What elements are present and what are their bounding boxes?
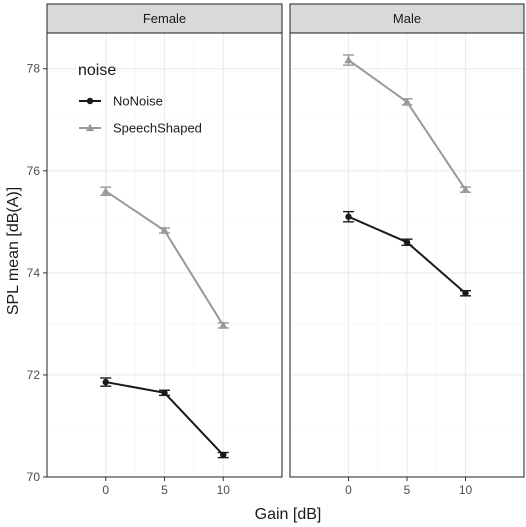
series-speechshaped (343, 54, 471, 193)
x-tick-label: 5 (404, 483, 411, 497)
x-tick-label: 0 (345, 483, 352, 497)
legend-entry-speechshaped: SpeechShaped (79, 121, 202, 136)
data-point (402, 97, 412, 106)
data-point (344, 55, 353, 64)
y-tick-label: 78 (27, 62, 41, 76)
y-axis-title: SPL mean [dB(A)] (5, 187, 22, 315)
facet-panels: Female 0 5 10 70 72 74 76 78 Male 0 5 10 (27, 3, 525, 497)
data-point (220, 451, 227, 459)
x-tick-label: 5 (161, 483, 168, 497)
data-point (345, 213, 352, 220)
series-speechshaped (100, 186, 229, 329)
facet-panel-male: Male 0 5 10 (289, 3, 525, 497)
legend-key-marker (86, 97, 94, 105)
legend-label: NoNoise (113, 94, 163, 109)
y-tick-label: 76 (27, 164, 41, 178)
legend-key-marker (85, 123, 95, 132)
x-axis-title: Gain [dB] (255, 506, 322, 523)
x-tick-label: 10 (217, 483, 231, 497)
data-point (161, 389, 168, 396)
facet-strip (46, 3, 283, 34)
facet-panel-female: Female 0 5 10 70 72 74 76 78 (27, 3, 283, 497)
data-point (462, 290, 469, 297)
legend: noise NoNoise SpeechShaped (78, 62, 202, 136)
data-point (102, 378, 109, 386)
y-tick-label: 72 (27, 368, 41, 382)
legend-label: SpeechShaped (113, 121, 202, 136)
y-tick-label: 74 (27, 266, 41, 280)
x-tick-label: 10 (459, 483, 473, 497)
axis-titles: Gain [dB] SPL mean [dB(A)] (5, 187, 321, 523)
facet-strip-label: Female (143, 11, 186, 26)
y-tick-label: 70 (27, 470, 41, 484)
facet-strip-label: Male (393, 11, 421, 26)
legend-entry-nonoise: NoNoise (79, 94, 163, 109)
x-tick-label: 0 (102, 483, 109, 497)
data-point (160, 226, 169, 234)
facet-strip (289, 3, 525, 34)
data-point (403, 239, 411, 246)
legend-title: noise (78, 62, 116, 79)
series-nonoise (100, 377, 229, 459)
data-point (101, 187, 110, 195)
data-point (219, 321, 228, 329)
data-point (461, 185, 470, 193)
series-nonoise (343, 210, 471, 297)
